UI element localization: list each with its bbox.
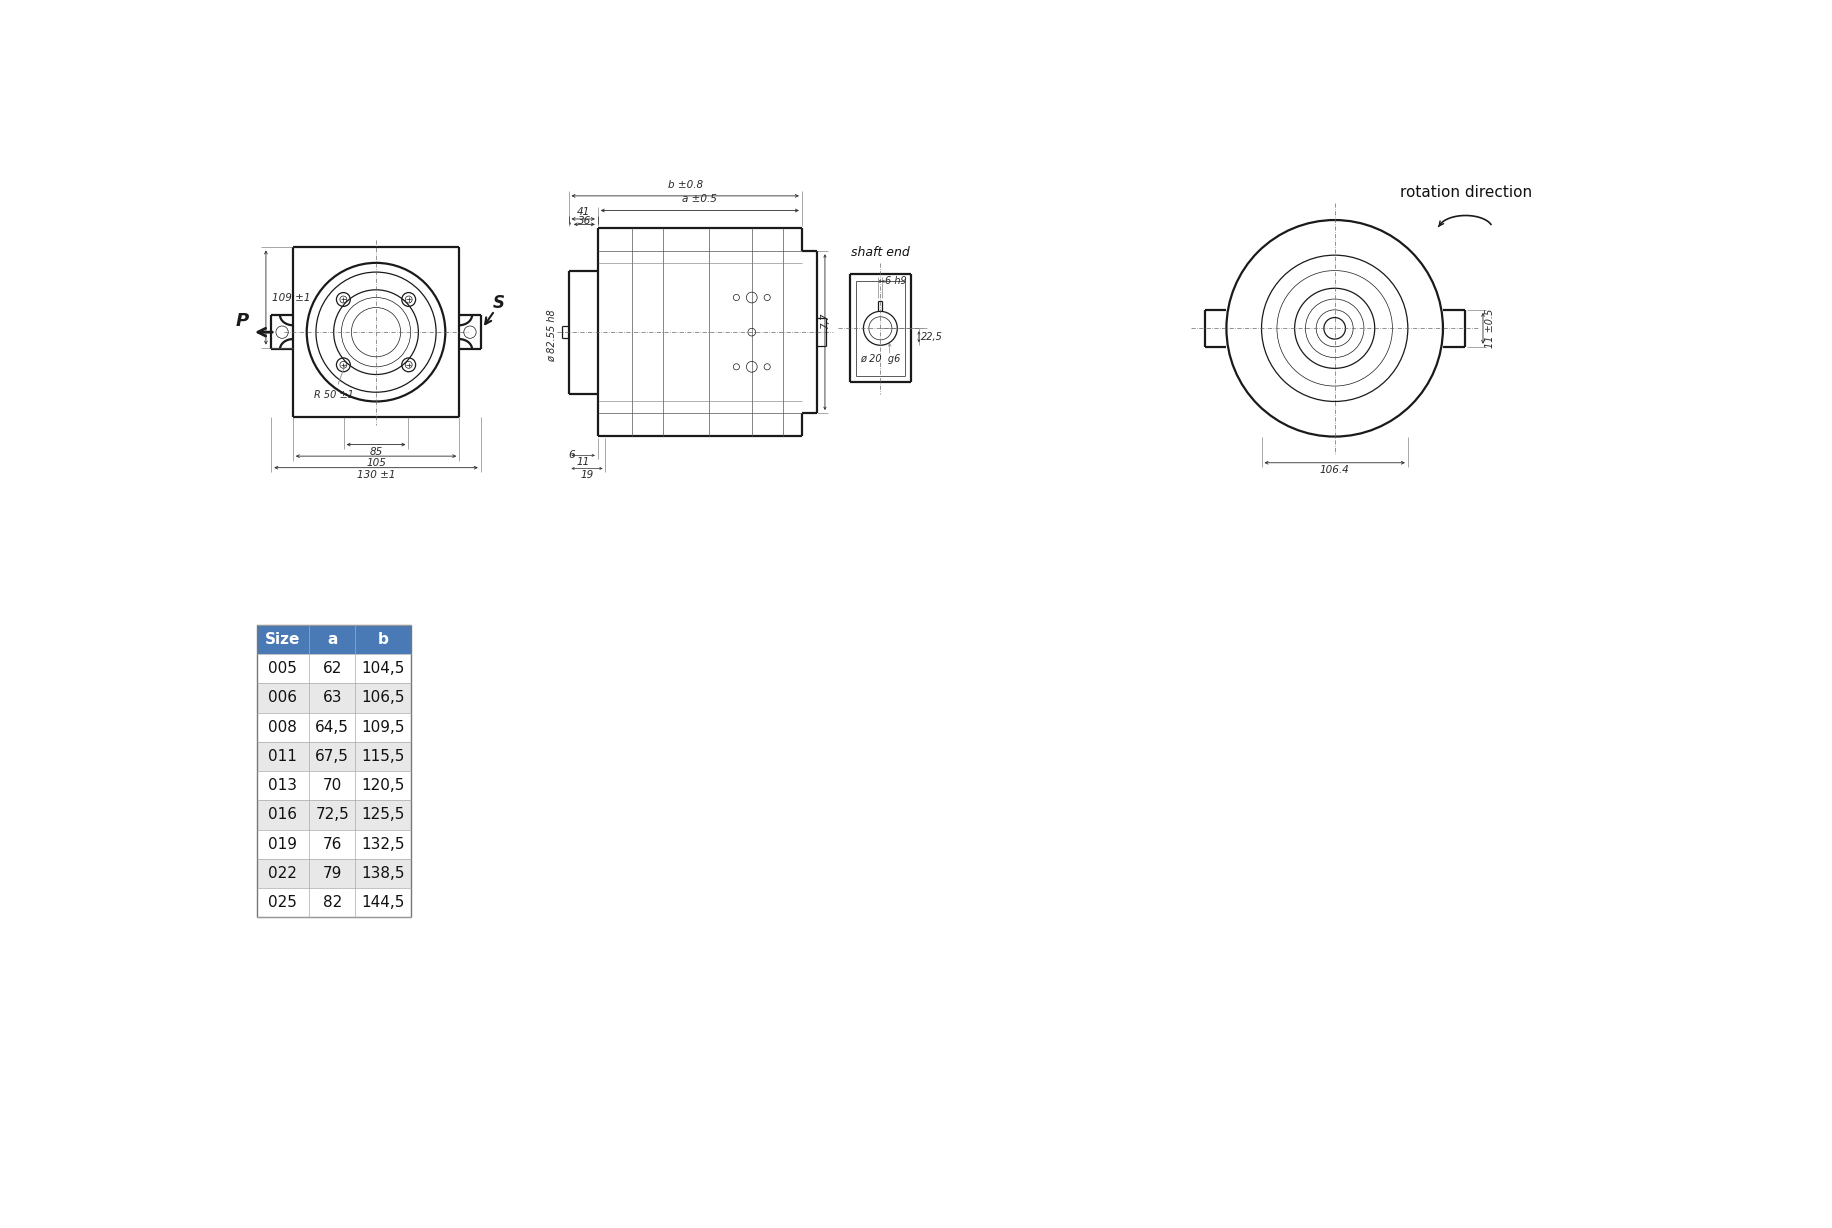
Bar xyxy=(256,801,410,830)
Bar xyxy=(256,858,410,888)
Text: 016: 016 xyxy=(267,808,297,823)
Text: b: b xyxy=(377,632,388,647)
Text: 138,5: 138,5 xyxy=(361,866,405,880)
Text: Size: Size xyxy=(266,632,300,647)
Text: 6 h9: 6 h9 xyxy=(885,276,907,286)
Text: 76: 76 xyxy=(322,836,343,852)
Text: 109 ±1: 109 ±1 xyxy=(273,292,311,302)
Text: 104,5: 104,5 xyxy=(361,661,405,677)
Text: 41: 41 xyxy=(577,208,590,217)
Text: 115,5: 115,5 xyxy=(361,749,405,764)
Text: 025: 025 xyxy=(269,895,297,910)
Text: 144,5: 144,5 xyxy=(361,895,405,910)
Text: 120,5: 120,5 xyxy=(361,779,405,793)
Text: ø 82.55 h8: ø 82.55 h8 xyxy=(546,309,557,362)
Bar xyxy=(256,625,410,655)
Text: 70: 70 xyxy=(322,779,343,793)
Text: 105: 105 xyxy=(366,458,387,468)
Text: 11: 11 xyxy=(577,457,590,467)
Text: 022: 022 xyxy=(269,866,297,880)
Text: 006: 006 xyxy=(267,690,297,705)
Text: R 50 ±1: R 50 ±1 xyxy=(315,365,354,399)
Text: ø 20  g6: ø 20 g6 xyxy=(861,354,901,365)
Bar xyxy=(256,683,410,712)
Text: 19: 19 xyxy=(581,470,594,480)
Text: 63: 63 xyxy=(322,690,343,705)
Text: 005: 005 xyxy=(269,661,297,677)
Text: 019: 019 xyxy=(267,836,297,852)
Text: 106.4: 106.4 xyxy=(1319,465,1350,475)
Text: a ±0.5: a ±0.5 xyxy=(682,194,718,204)
Text: 132,5: 132,5 xyxy=(361,836,405,852)
Text: 6: 6 xyxy=(568,449,575,460)
Text: 013: 013 xyxy=(267,779,297,793)
Text: 130 ±1: 130 ±1 xyxy=(357,470,396,480)
Text: 106,5: 106,5 xyxy=(361,690,405,705)
Text: 109,5: 109,5 xyxy=(361,720,405,734)
Text: 11 ±0.5: 11 ±0.5 xyxy=(1486,308,1495,348)
Text: 62: 62 xyxy=(322,661,343,677)
Text: 22,5: 22,5 xyxy=(921,332,943,341)
Bar xyxy=(256,742,410,771)
Text: 82: 82 xyxy=(322,895,343,910)
Text: 7,7: 7,7 xyxy=(821,312,830,329)
Text: b ±0.8: b ±0.8 xyxy=(667,179,703,189)
Text: 67,5: 67,5 xyxy=(315,749,350,764)
Text: 64,5: 64,5 xyxy=(315,720,350,734)
Text: shaft end: shaft end xyxy=(852,247,911,259)
Text: 125,5: 125,5 xyxy=(361,808,405,823)
Text: 72,5: 72,5 xyxy=(315,808,350,823)
Text: P: P xyxy=(236,312,249,330)
Text: 79: 79 xyxy=(322,866,343,880)
Text: 85: 85 xyxy=(370,447,383,457)
Text: a: a xyxy=(326,632,337,647)
Text: rotation direction: rotation direction xyxy=(1400,184,1532,199)
Text: 011: 011 xyxy=(269,749,297,764)
Text: S: S xyxy=(493,293,506,312)
Text: 36: 36 xyxy=(577,216,592,226)
Text: 008: 008 xyxy=(269,720,297,734)
